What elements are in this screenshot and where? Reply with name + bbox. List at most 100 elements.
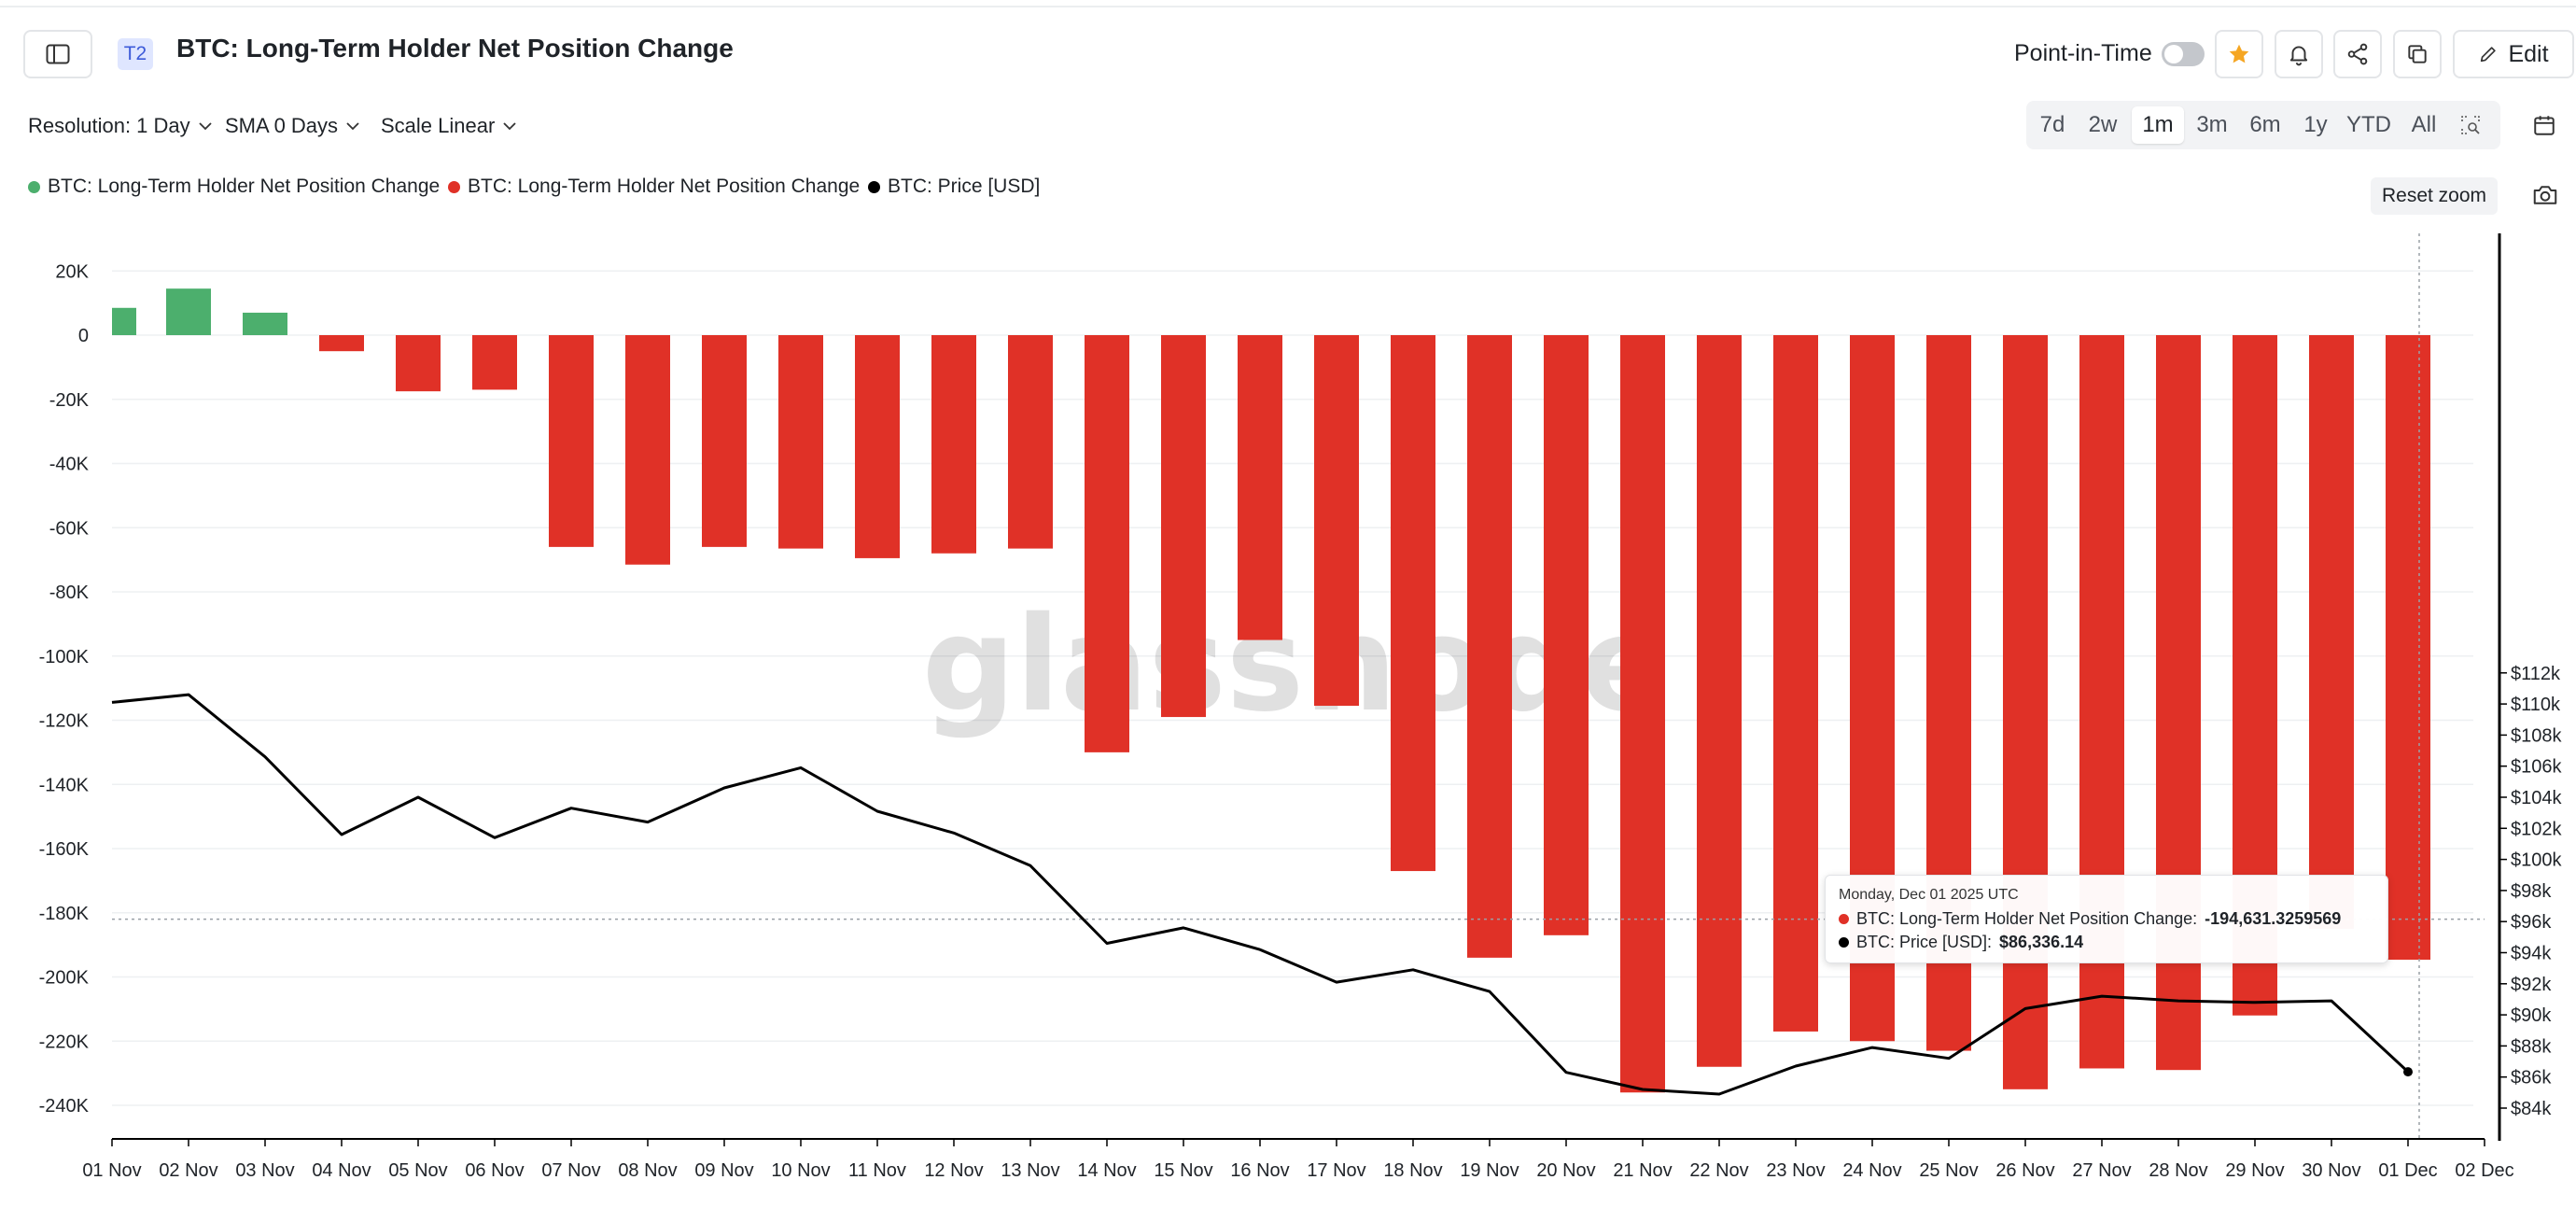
range-all[interactable]: All — [2411, 112, 2437, 137]
duplicate-button[interactable] — [2393, 30, 2442, 78]
range-2w[interactable]: 2w — [2088, 112, 2118, 137]
legend-item-positive[interactable]: BTC: Long-Term Holder Net Position Chang… — [28, 176, 440, 198]
bar[interactable] — [1467, 335, 1512, 958]
bar[interactable] — [1314, 335, 1359, 707]
y-left-tick-label: -180K — [39, 904, 90, 924]
bar[interactable] — [112, 307, 136, 335]
chevron-down-icon — [346, 122, 359, 131]
tooltip-row-price: BTC: Price [USD]: $86,336.14 — [1839, 933, 2374, 952]
zoom-select-button[interactable] — [2452, 106, 2489, 144]
y-right-tick-label: $104k — [2511, 788, 2562, 808]
legend-item-price[interactable]: BTC: Price [USD] — [868, 176, 1040, 198]
bar[interactable] — [2386, 335, 2430, 961]
range-6m[interactable]: 6m — [2249, 112, 2281, 137]
x-tick-label: 22 Nov — [1689, 1160, 1748, 1181]
bar[interactable] — [2309, 335, 2354, 929]
y-left-tick-label: -20K — [49, 390, 90, 411]
sma-dropdown[interactable]: SMA 0 Days — [225, 114, 360, 138]
point-in-time-label: Point-in-Time — [2014, 40, 2152, 66]
tooltip-row2-value: $86,336.14 — [1999, 933, 2084, 951]
y-left-tick-label: -80K — [49, 583, 90, 603]
x-tick-label: 07 Nov — [541, 1160, 600, 1181]
y-right-tick-label: $108k — [2511, 725, 2562, 746]
zoom-select-icon — [2461, 116, 2480, 134]
bar[interactable] — [319, 335, 364, 352]
sidebar-toggle-button[interactable] — [23, 30, 92, 78]
chevron-down-icon — [199, 122, 212, 131]
sma-label: SMA 0 Days — [225, 114, 339, 137]
alert-button[interactable] — [2275, 30, 2323, 78]
x-tick-label: 16 Nov — [1230, 1160, 1289, 1181]
x-tick-label: 18 Nov — [1383, 1160, 1442, 1181]
bar[interactable] — [1620, 335, 1665, 1093]
x-tick-label: 12 Nov — [924, 1160, 983, 1181]
y-right-tick-label: $98k — [2511, 881, 2552, 902]
range-3m[interactable]: 3m — [2196, 112, 2228, 137]
y-left-tick-label: -120K — [39, 711, 90, 732]
bar[interactable] — [243, 312, 287, 335]
y-right-tick-label: $96k — [2511, 912, 2552, 933]
bar[interactable] — [702, 335, 747, 547]
legend-item-negative[interactable]: BTC: Long-Term Holder Net Position Chang… — [448, 176, 860, 198]
bell-icon — [2289, 46, 2308, 66]
y-right-tick-label: $102k — [2511, 819, 2562, 839]
bar[interactable] — [1391, 335, 1435, 872]
tooltip-row1-label: BTC: Long-Term Holder Net Position Chang… — [1856, 909, 2198, 928]
bar[interactable] — [625, 335, 670, 565]
range-ytd[interactable]: YTD — [2346, 112, 2391, 137]
bar[interactable] — [396, 335, 441, 392]
sidebar-icon — [46, 44, 70, 64]
x-tick-label: 15 Nov — [1154, 1160, 1212, 1181]
bar[interactable] — [1008, 335, 1053, 549]
point-in-time-toggle[interactable] — [2162, 42, 2205, 66]
y-left-tick-label: -200K — [39, 968, 90, 989]
tier-badge: T2 — [118, 38, 153, 70]
bar[interactable] — [1697, 335, 1742, 1067]
bar[interactable] — [778, 335, 823, 549]
bar[interactable] — [1544, 335, 1589, 935]
bar[interactable] — [1238, 335, 1282, 640]
x-tick-label: 06 Nov — [465, 1160, 524, 1181]
bar[interactable] — [549, 335, 594, 547]
x-tick-label: 28 Nov — [2149, 1160, 2207, 1181]
bar[interactable] — [1085, 335, 1129, 752]
x-tick-label: 01 Nov — [82, 1160, 141, 1181]
y-left-tick-label: -140K — [39, 775, 90, 795]
range-1y[interactable]: 1y — [2303, 112, 2328, 137]
resolution-dropdown[interactable]: Resolution: 1 Day — [28, 114, 213, 138]
copy-icon — [2408, 45, 2427, 63]
bar[interactable] — [1773, 335, 1818, 1032]
range-7d[interactable]: 7d — [2039, 112, 2065, 137]
y-right-tick-label: $106k — [2511, 757, 2562, 778]
scale-dropdown[interactable]: Scale Linear — [381, 114, 517, 138]
bar[interactable] — [931, 335, 976, 554]
edit-button[interactable]: Edit — [2453, 30, 2574, 78]
price-series-line — [111, 693, 2410, 1096]
x-tick-label: 27 Nov — [2072, 1160, 2131, 1181]
scale-label: Scale Linear — [381, 114, 496, 137]
tooltip-date: Monday, Dec 01 2025 UTC — [1839, 887, 2019, 903]
bar[interactable] — [1161, 335, 1206, 718]
x-tick-label: 13 Nov — [1001, 1160, 1059, 1181]
camera-icon[interactable] — [2531, 181, 2559, 209]
tooltip-row-net-position: BTC: Long-Term Holder Net Position Chang… — [1839, 909, 2374, 929]
range-1m[interactable]: 1m — [2132, 106, 2184, 144]
y-right-tick-label: $84k — [2511, 1099, 2552, 1119]
share-button[interactable] — [2333, 30, 2382, 78]
resolution-label: Resolution: 1 Day — [28, 114, 190, 137]
bar[interactable] — [472, 335, 517, 390]
legend-dot-black — [868, 180, 880, 193]
bar[interactable] — [2003, 335, 2048, 1089]
x-tick-label: 17 Nov — [1307, 1160, 1365, 1181]
favorite-button[interactable] — [2215, 30, 2263, 78]
reset-zoom-button[interactable]: Reset zoom — [2371, 177, 2498, 215]
y-right-tick-label: $112k — [2511, 664, 2561, 684]
x-tick-label: 20 Nov — [1536, 1160, 1595, 1181]
chevron-down-icon — [503, 122, 516, 131]
bar[interactable] — [855, 335, 900, 558]
y-left-tick-label: -40K — [49, 455, 90, 475]
x-tick-label: 08 Nov — [618, 1160, 677, 1181]
bar[interactable] — [166, 288, 211, 335]
x-tick-label: 01 Dec — [2378, 1160, 2437, 1181]
calendar-button[interactable] — [2520, 101, 2569, 149]
